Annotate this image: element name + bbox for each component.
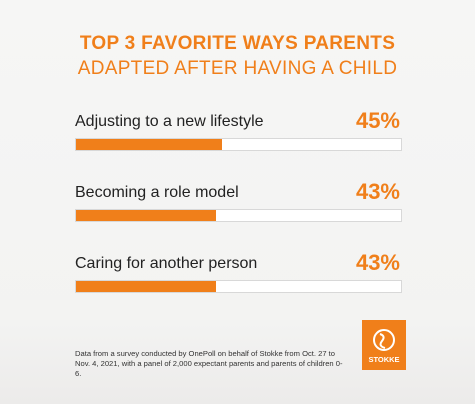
category-label: Becoming a role model: [75, 184, 239, 201]
chart-subtitle: ADAPTED AFTER HAVING A CHILD: [77, 58, 398, 79]
bar: [76, 210, 216, 221]
bar-track: [75, 138, 402, 151]
category-label: Caring for another person: [75, 255, 258, 272]
bar: [76, 281, 216, 292]
bar: [76, 139, 223, 150]
bar-track: [75, 280, 402, 293]
value-label: 45%: [355, 108, 400, 133]
bar-track: [75, 209, 402, 222]
category-label: Adjusting to a new lifestyle: [75, 113, 264, 130]
value-label: 43%: [355, 250, 400, 275]
brand: STOKKE: [368, 355, 399, 364]
value-label: 43%: [355, 179, 400, 204]
logo: STOKKE: [362, 320, 406, 370]
logo-icon: STOKKE: [368, 329, 400, 364]
source-note: Data from a survey conducted by OnePoll …: [75, 349, 343, 378]
chart-title: TOP 3 FAVORITE WAYS PARENTS: [79, 33, 396, 54]
